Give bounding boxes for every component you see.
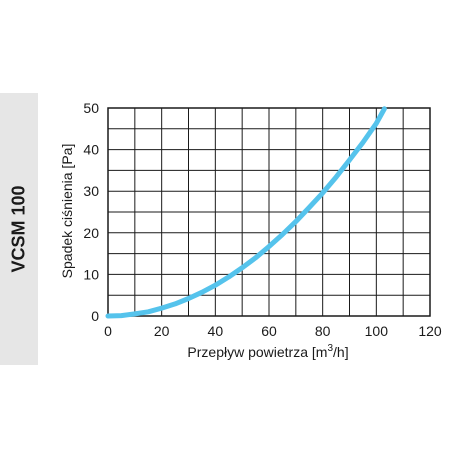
x-axis-title-main: Przepływ powietrza [m <box>187 344 327 360</box>
x-tick-label: 20 <box>154 323 170 339</box>
plot-frame <box>107 107 431 317</box>
x-tick-label: 120 <box>418 323 442 339</box>
chart-curve <box>105 106 387 319</box>
chart-tick-labels: 0 20 40 60 80 100 120 0 10 20 30 40 50 <box>83 100 441 339</box>
y-axis-title: Spadek ciśnienia [Pa] <box>59 144 75 279</box>
y-tick-label: 10 <box>83 266 99 282</box>
x-tick-label: 60 <box>261 323 277 339</box>
x-axis-title-suffix: /h] <box>333 344 349 360</box>
model-side-panel <box>0 93 38 365</box>
y-tick-label: 0 <box>91 308 99 324</box>
x-axis-title-sup: 3 <box>327 343 333 354</box>
x-tick-label: 100 <box>365 323 389 339</box>
x-tick-label: 80 <box>315 323 331 339</box>
y-tick-label: 40 <box>83 142 99 158</box>
y-tick-label: 20 <box>83 225 99 241</box>
chart-grid <box>107 107 431 317</box>
series-line-0 <box>105 106 387 319</box>
x-tick-label: 0 <box>104 323 112 339</box>
y-tick-label: 30 <box>83 183 99 199</box>
y-tick-label: 50 <box>83 100 99 116</box>
x-axis-title: Przepływ powietrza [m3/h] <box>187 343 348 360</box>
x-tick-label: 40 <box>208 323 224 339</box>
